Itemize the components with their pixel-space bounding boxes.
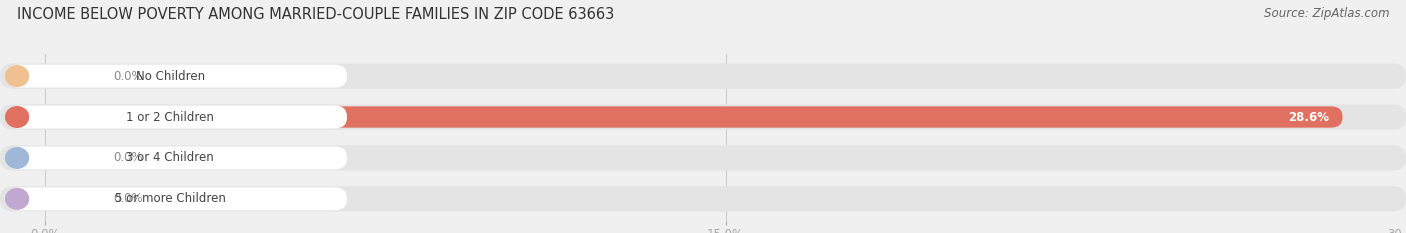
FancyBboxPatch shape: [45, 147, 100, 168]
Text: 28.6%: 28.6%: [1288, 110, 1329, 123]
FancyBboxPatch shape: [7, 106, 347, 128]
Text: INCOME BELOW POVERTY AMONG MARRIED-COUPLE FAMILIES IN ZIP CODE 63663: INCOME BELOW POVERTY AMONG MARRIED-COUPL…: [17, 7, 614, 22]
Text: No Children: No Children: [135, 70, 205, 82]
FancyBboxPatch shape: [7, 187, 347, 210]
Text: 0.0%: 0.0%: [114, 70, 143, 82]
FancyBboxPatch shape: [0, 104, 1406, 130]
Circle shape: [6, 107, 28, 127]
Text: 5 or more Children: 5 or more Children: [115, 192, 225, 205]
Text: 3 or 4 Children: 3 or 4 Children: [127, 151, 214, 164]
Circle shape: [6, 66, 28, 86]
FancyBboxPatch shape: [7, 147, 347, 169]
FancyBboxPatch shape: [7, 65, 347, 88]
FancyBboxPatch shape: [0, 63, 1406, 89]
Text: 0.0%: 0.0%: [114, 192, 143, 205]
FancyBboxPatch shape: [45, 65, 100, 87]
Text: 0.0%: 0.0%: [114, 151, 143, 164]
Circle shape: [6, 188, 28, 209]
Text: 1 or 2 Children: 1 or 2 Children: [127, 110, 214, 123]
FancyBboxPatch shape: [0, 186, 1406, 212]
FancyBboxPatch shape: [0, 145, 1406, 171]
Text: Source: ZipAtlas.com: Source: ZipAtlas.com: [1264, 7, 1389, 20]
FancyBboxPatch shape: [45, 188, 100, 209]
FancyBboxPatch shape: [45, 106, 1343, 128]
Circle shape: [6, 148, 28, 168]
